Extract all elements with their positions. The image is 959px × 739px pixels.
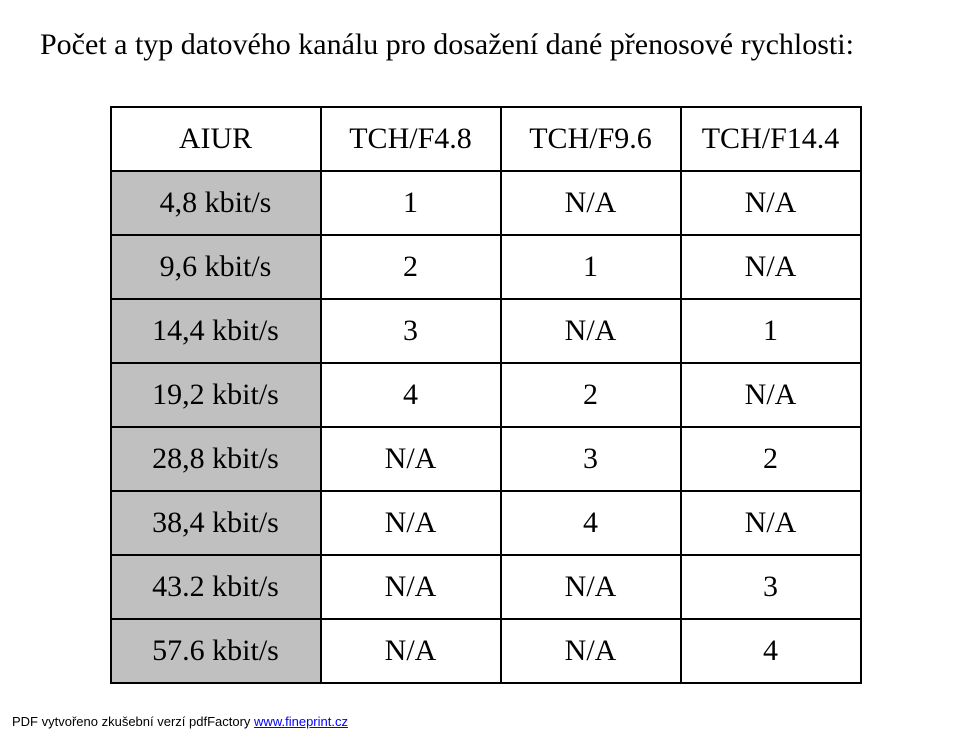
table-row: 38,4 kbit/s N/A 4 N/A <box>111 491 861 555</box>
col-header-aiur: AIUR <box>111 107 321 171</box>
row-label: 38,4 kbit/s <box>111 491 321 555</box>
cell: N/A <box>501 171 681 235</box>
row-label: 28,8 kbit/s <box>111 427 321 491</box>
cell: 4 <box>321 363 501 427</box>
table-row: 14,4 kbit/s 3 N/A 1 <box>111 299 861 363</box>
cell: 4 <box>681 619 861 683</box>
cell: 3 <box>321 299 501 363</box>
table-row: 19,2 kbit/s 4 2 N/A <box>111 363 861 427</box>
pdf-footer: PDF vytvořeno zkušební verzí pdfFactory … <box>12 714 348 729</box>
cell: N/A <box>681 171 861 235</box>
table-row: 9,6 kbit/s 2 1 N/A <box>111 235 861 299</box>
cell: N/A <box>321 619 501 683</box>
cell: 2 <box>501 363 681 427</box>
cell: N/A <box>501 555 681 619</box>
cell: 1 <box>681 299 861 363</box>
table-row: 4,8 kbit/s 1 N/A N/A <box>111 171 861 235</box>
footer-text: PDF vytvořeno zkušební verzí pdfFactory <box>12 714 254 729</box>
data-table-container: AIUR TCH/F4.8 TCH/F9.6 TCH/F14.4 4,8 kbi… <box>110 106 850 684</box>
cell: N/A <box>321 427 501 491</box>
cell: N/A <box>681 363 861 427</box>
row-label: 19,2 kbit/s <box>111 363 321 427</box>
table-header-row: AIUR TCH/F4.8 TCH/F9.6 TCH/F14.4 <box>111 107 861 171</box>
table-row: 43.2 kbit/s N/A N/A 3 <box>111 555 861 619</box>
row-label: 4,8 kbit/s <box>111 171 321 235</box>
col-header-tchf144: TCH/F14.4 <box>681 107 861 171</box>
col-header-tchf96: TCH/F9.6 <box>501 107 681 171</box>
cell: N/A <box>321 491 501 555</box>
cell: 1 <box>501 235 681 299</box>
cell: 3 <box>501 427 681 491</box>
cell: N/A <box>321 555 501 619</box>
footer-link[interactable]: www.fineprint.cz <box>254 714 348 729</box>
cell: N/A <box>501 299 681 363</box>
page-title: Počet a typ datového kanálu pro dosažení… <box>40 28 919 62</box>
table-row: 57.6 kbit/s N/A N/A 4 <box>111 619 861 683</box>
cell: N/A <box>501 619 681 683</box>
data-table: AIUR TCH/F4.8 TCH/F9.6 TCH/F14.4 4,8 kbi… <box>110 106 862 684</box>
row-label: 9,6 kbit/s <box>111 235 321 299</box>
row-label: 43.2 kbit/s <box>111 555 321 619</box>
row-label: 57.6 kbit/s <box>111 619 321 683</box>
cell: N/A <box>681 235 861 299</box>
table-row: 28,8 kbit/s N/A 3 2 <box>111 427 861 491</box>
cell: 3 <box>681 555 861 619</box>
col-header-tchf48: TCH/F4.8 <box>321 107 501 171</box>
cell: 1 <box>321 171 501 235</box>
cell: N/A <box>681 491 861 555</box>
row-label: 14,4 kbit/s <box>111 299 321 363</box>
cell: 2 <box>681 427 861 491</box>
cell: 4 <box>501 491 681 555</box>
cell: 2 <box>321 235 501 299</box>
